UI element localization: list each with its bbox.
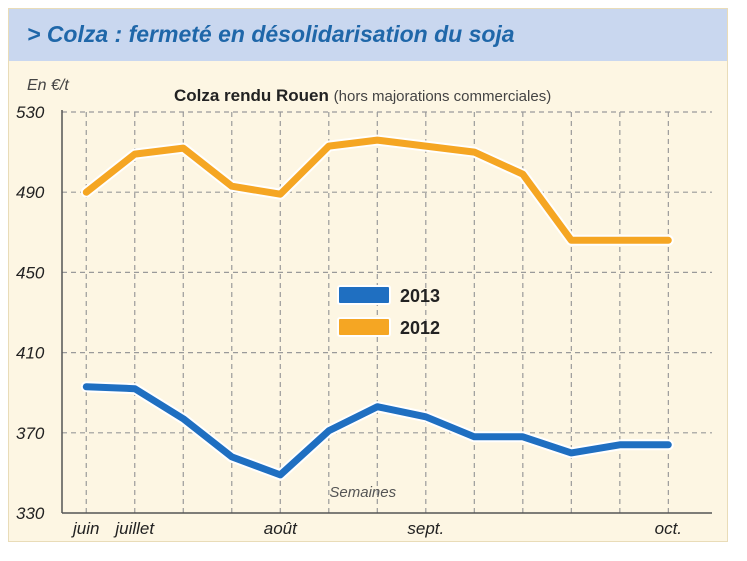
axes — [61, 110, 712, 514]
unit-label: En €/t — [27, 77, 69, 94]
series-line-2013 — [82, 383, 672, 479]
chart-headline: > Colza : fermeté en désolidarisation du… — [27, 21, 515, 47]
y-tick-label: 370 — [16, 424, 45, 443]
chart-frame: > Colza : fermeté en désolidarisation du… — [8, 8, 728, 542]
x-tick-label: août — [264, 519, 298, 538]
legend-swatch-2013 — [337, 285, 391, 305]
series-halo-2012 — [80, 134, 674, 246]
y-tick-labels: 330 370 410 450 490 530 — [16, 103, 45, 523]
y-tick-label: 410 — [16, 344, 45, 363]
y-tick-label: 490 — [16, 183, 45, 202]
title-band: > Colza : fermeté en désolidarisation du… — [9, 9, 727, 61]
subtitle-note: (hors majorations commerciales) — [333, 88, 552, 105]
legend-swatch-2012 — [337, 317, 391, 337]
grid-lines — [62, 111, 712, 513]
y-tick-label: 450 — [16, 263, 45, 282]
x-tick-labels: juin juillet août sept. oct. — [71, 519, 682, 538]
y-tick-label: 330 — [16, 504, 45, 523]
chart-subtitle: Colza rendu Rouen (hors majorations comm… — [174, 86, 551, 106]
series-lines — [80, 134, 674, 481]
legend-label-2012: 2012 — [400, 318, 440, 338]
legend: 2013 2012 — [337, 285, 440, 338]
x-tick-label: oct. — [655, 519, 682, 538]
y-tick-label: 530 — [16, 103, 45, 122]
x-tick-label: sept. — [407, 519, 444, 538]
legend-label-2013: 2013 — [400, 286, 440, 306]
x-axis-label: Semaines — [329, 484, 396, 501]
series-line-2012 — [82, 136, 672, 244]
x-tick-label: juin — [71, 519, 99, 538]
x-tick-label: juillet — [113, 519, 155, 538]
subtitle-main: Colza rendu Rouen — [174, 86, 329, 105]
